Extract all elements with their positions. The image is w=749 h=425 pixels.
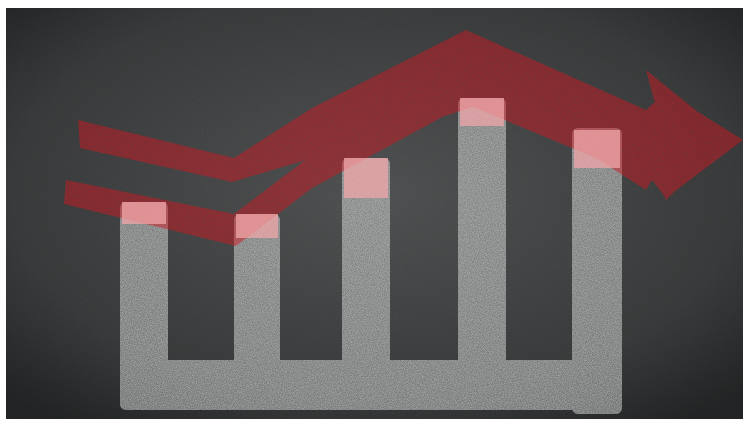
overlap-bar-5 (574, 130, 620, 168)
overlap-bar-3 (344, 158, 388, 198)
overlap-bar-2 (236, 214, 278, 238)
white-bar-4 (458, 98, 506, 388)
overlap-bar-4 (460, 98, 504, 126)
white-baseline (120, 360, 622, 410)
asphalt-photo (6, 8, 743, 419)
overlap-bar-1 (122, 202, 166, 224)
painted-chart-scene (6, 8, 743, 419)
